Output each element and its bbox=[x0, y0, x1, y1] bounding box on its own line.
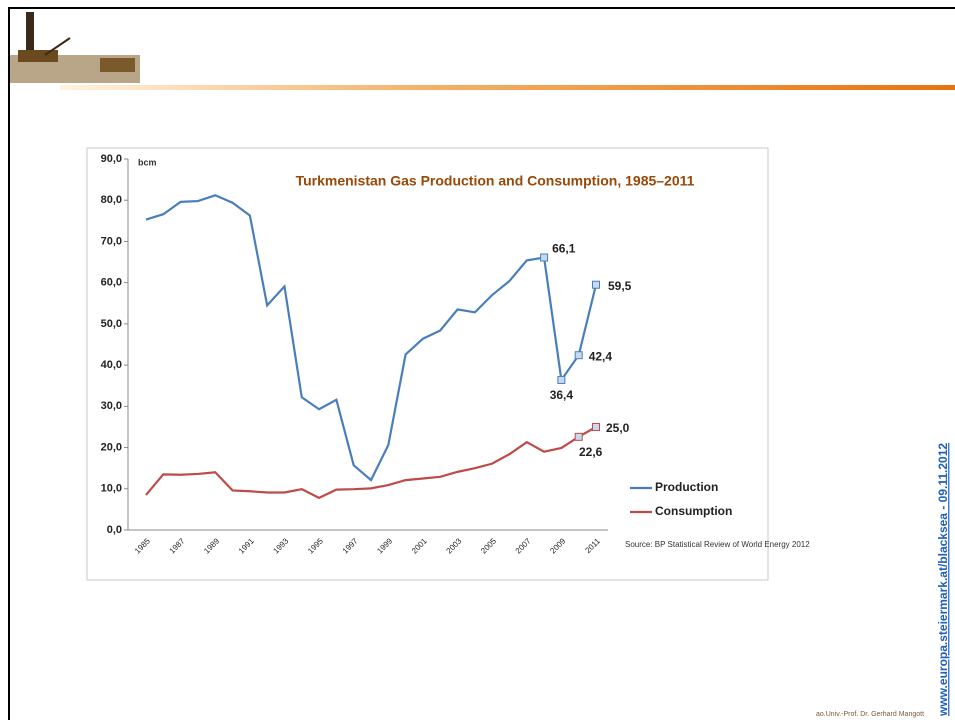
y-axis-unit: bcm bbox=[138, 157, 157, 167]
y-tick-label: 20,0 bbox=[101, 441, 122, 453]
footer: ao.Univ.-Prof. Dr. Gerhard Mangott bbox=[816, 711, 924, 718]
data-label: 42,4 bbox=[589, 349, 613, 363]
point-marker bbox=[592, 422, 600, 431]
y-tick-label: 30,0 bbox=[101, 400, 122, 412]
data-label: 66,1 bbox=[552, 242, 576, 256]
point-marker bbox=[557, 375, 566, 384]
legend-label: Production bbox=[655, 480, 718, 494]
data-label: 59,5 bbox=[608, 279, 632, 293]
y-tick-label: 50,0 bbox=[101, 318, 122, 330]
logo bbox=[10, 12, 140, 83]
y-tick-label: 40,0 bbox=[101, 359, 122, 371]
chart-frame bbox=[86, 147, 769, 581]
point-marker bbox=[574, 351, 583, 360]
legend-label: Consumption bbox=[655, 504, 732, 518]
y-tick-label: 60,0 bbox=[101, 277, 122, 289]
source-text: Source: BP Statistical Review of World E… bbox=[625, 540, 810, 549]
y-tick-label: 70,0 bbox=[101, 235, 122, 247]
data-label: 25,0 bbox=[606, 421, 630, 435]
data-label: 22,6 bbox=[579, 445, 603, 459]
side-text: www.europa.steiermark.at/blacksea - 09.1… bbox=[936, 443, 950, 717]
point-marker bbox=[574, 432, 583, 441]
y-tick-label: 80,0 bbox=[101, 194, 122, 206]
chart-title: Turkmenistan Gas Production and Consumpt… bbox=[296, 173, 695, 189]
y-tick-label: 90,0 bbox=[101, 153, 122, 165]
series-line bbox=[145, 425, 597, 500]
point-marker bbox=[540, 253, 549, 262]
y-tick-label: 10,0 bbox=[101, 483, 122, 495]
y-tick-label: 0,0 bbox=[107, 524, 122, 536]
header-rule bbox=[60, 85, 955, 90]
data-label: 36,4 bbox=[550, 388, 574, 402]
point-marker bbox=[592, 280, 600, 289]
series-line bbox=[145, 194, 598, 482]
source-note: Source: BP Statistical Review of World E… bbox=[625, 540, 810, 549]
